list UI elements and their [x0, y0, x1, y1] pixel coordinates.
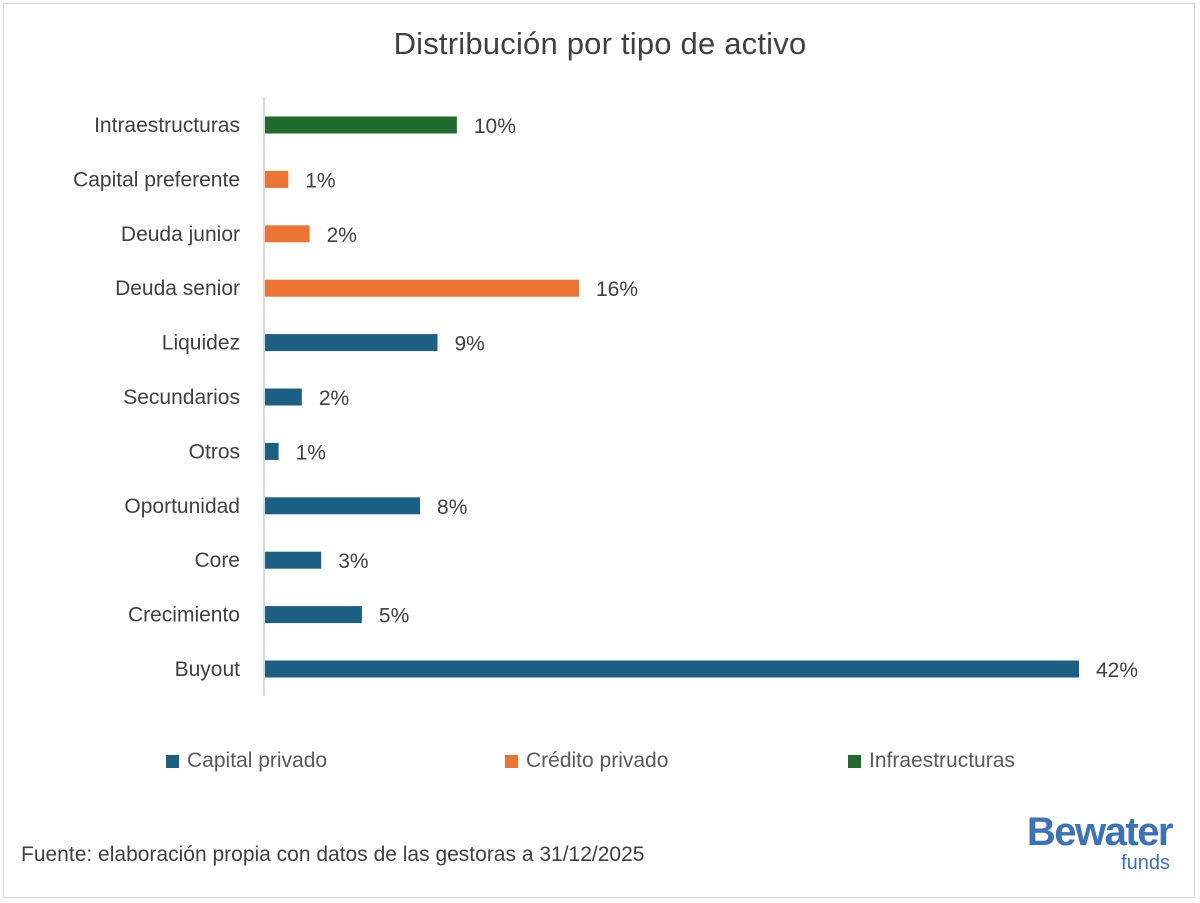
- category-labels-group: Intraestructuras Capital preferente Deuda …: [73, 114, 240, 681]
- chart-frame: [3, 3, 1195, 898]
- category-label-capital-preferente: Capital preferente: [73, 168, 240, 191]
- legend-label: Capital privado: [187, 749, 328, 772]
- bar-oportunidad: [265, 497, 421, 515]
- value-label-liquidez: 9%: [454, 333, 484, 356]
- value-label-intraestructuras: 10%: [474, 115, 516, 138]
- value-label-core: 3%: [338, 550, 368, 573]
- bar-crecimiento: [265, 606, 362, 624]
- bar-core: [265, 551, 322, 569]
- bars-group: [265, 116, 1079, 678]
- value-label-otros: 1%: [296, 441, 326, 464]
- bar-deuda-senior: [265, 279, 579, 297]
- bar-deuda-junior: [265, 225, 310, 243]
- value-label-oportunidad: 8%: [437, 496, 467, 519]
- bar-capital-preferente: [265, 170, 289, 188]
- category-label-intraestructuras: Intraestructuras: [94, 114, 240, 137]
- category-label-buyout: Buyout: [175, 658, 241, 681]
- legend-label: Infraestructuras: [869, 749, 1015, 772]
- value-labels-group: 10% 1% 2% 16% 9% 2% 1% 8% 3% 5% 42%: [296, 115, 1138, 682]
- legend-label: Crédito privado: [526, 749, 669, 772]
- logo-sub-text: funds: [1121, 852, 1170, 874]
- category-label-crecimiento: Crecimiento: [128, 604, 240, 627]
- bar-secundarios: [265, 388, 302, 406]
- value-label-deuda-senior: 16%: [596, 278, 638, 301]
- legend-swatch-capital-privado: [166, 754, 179, 768]
- category-label-oportunidad: Oportunidad: [124, 495, 240, 518]
- chart-title: Distribución por tipo de activo: [393, 26, 807, 61]
- value-label-buyout: 42%: [1096, 659, 1138, 682]
- bar-liquidez: [265, 334, 438, 352]
- value-label-capital-preferente: 1%: [305, 169, 335, 192]
- legend: Capital privado Crédito privado Infraest…: [0, 749, 1200, 775]
- logo-main-text: Bewater: [1026, 810, 1174, 854]
- category-label-core: Core: [194, 549, 240, 572]
- bar-otros: [265, 442, 279, 460]
- bewater-funds-logo: Bewater funds: [1026, 810, 1174, 874]
- bar-intraestructuras: [265, 116, 457, 134]
- category-label-secundarios: Secundarios: [123, 386, 240, 409]
- source-note: Fuente: elaboración propia con datos de …: [21, 843, 645, 866]
- value-label-deuda-junior: 2%: [327, 224, 357, 247]
- legend-swatch-credito-privado: [505, 754, 518, 768]
- legend-item-credito-privado: Crédito privado: [505, 749, 668, 773]
- legend-item-infraestructuras: Infraestructuras: [848, 749, 1015, 773]
- legend-swatch-infraestructuras: [848, 754, 861, 768]
- value-label-secundarios: 2%: [319, 387, 349, 410]
- value-label-crecimiento: 5%: [379, 605, 409, 628]
- bar-buyout: [265, 660, 1079, 678]
- legend-item-capital-privado: Capital privado: [166, 749, 327, 773]
- category-label-deuda-senior: Deuda senior: [115, 277, 240, 300]
- category-label-otros: Otros: [189, 440, 240, 463]
- category-label-liquidez: Liquidez: [162, 332, 240, 355]
- category-label-deuda-junior: Deuda junior: [121, 223, 240, 246]
